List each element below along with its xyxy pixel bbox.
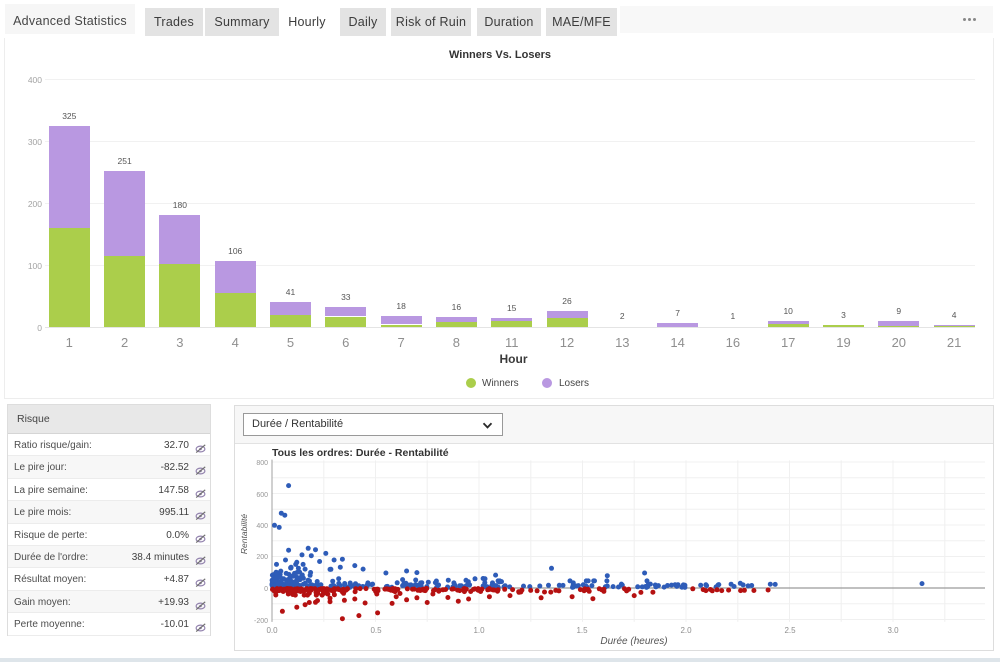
- svg-text:600: 600: [256, 492, 268, 499]
- svg-text:0: 0: [264, 586, 268, 593]
- svg-text:400: 400: [256, 523, 268, 530]
- svg-text:2.5: 2.5: [784, 626, 796, 635]
- svg-text:1.5: 1.5: [576, 626, 588, 635]
- svg-text:-200: -200: [254, 618, 268, 625]
- svg-text:3.0: 3.0: [887, 626, 899, 635]
- svg-text:800: 800: [256, 460, 268, 467]
- svg-text:Rentabilité: Rentabilité: [239, 514, 249, 554]
- svg-text:0.0: 0.0: [266, 626, 278, 635]
- svg-text:2.0: 2.0: [680, 626, 692, 635]
- svg-text:Tous les ordres: Durée - Renta: Tous les ordres: Durée - Rentabilité: [272, 447, 449, 459]
- svg-text:Durée (heures): Durée (heures): [600, 636, 667, 647]
- svg-text:0.5: 0.5: [370, 626, 382, 635]
- svg-text:1.0: 1.0: [473, 626, 485, 635]
- svg-text:200: 200: [256, 554, 268, 561]
